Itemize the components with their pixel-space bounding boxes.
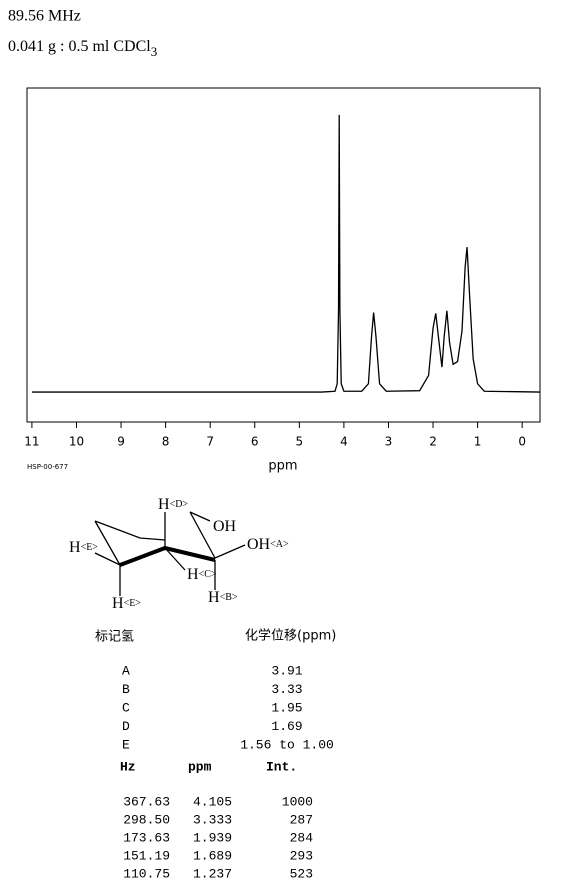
x-tick-label: 5 (296, 435, 304, 449)
table-cell: A (122, 663, 130, 678)
atom: H (208, 589, 220, 606)
atom-tag: <D> (170, 499, 189, 510)
table-cell: 1.95 (271, 700, 302, 715)
table-cell: 3.91 (271, 663, 302, 678)
table-cell: 1.237 (193, 866, 232, 881)
atom-label: OH<A> (247, 536, 289, 553)
table-cell: 298.50 (123, 812, 170, 827)
bold-bonds (119, 545, 216, 567)
table-header: ppm (188, 759, 212, 774)
table-header: 化学位移(ppm) (245, 628, 336, 644)
x-tick-label: 7 (206, 435, 214, 449)
bonds (94, 511, 246, 596)
sample-text: 0.041 g : 0.5 ml CDCl (8, 38, 151, 55)
atom: OH (247, 536, 271, 553)
table-cell: 151.19 (123, 848, 170, 863)
atom: H (158, 496, 170, 513)
table-cell: 293 (290, 848, 313, 863)
table-cell: 173.63 (123, 830, 170, 845)
atom-tag: <B> (220, 592, 238, 603)
x-tick-label: 1 (474, 435, 482, 449)
spectrum-code: HSP-00-677 (27, 463, 68, 471)
atom: H (69, 539, 81, 556)
atom-label: OH (213, 518, 237, 535)
x-tick-label: 0 (518, 435, 526, 449)
table-header: 标记氢 (95, 630, 134, 645)
x-tick-label: 6 (251, 435, 259, 449)
table-cell: 287 (290, 812, 313, 827)
table-cell: 3.33 (271, 682, 302, 697)
table-cell: 3.333 (193, 812, 232, 827)
x-tick-label: 2 (429, 435, 437, 449)
table-cell: C (122, 700, 130, 715)
table-cell: 1000 (282, 794, 313, 809)
table-cell: 1.939 (193, 830, 232, 845)
atom-tag: <A> (270, 539, 289, 550)
table-cell: 1.69 (271, 719, 302, 734)
table-cell: 523 (290, 866, 313, 881)
structure (94, 511, 246, 596)
table-cell: B (122, 682, 130, 697)
table-header: Int. (266, 759, 297, 774)
spectrum-line (31, 114, 541, 393)
x-tick-label: 3 (385, 435, 393, 449)
x-tick-label: 8 (162, 435, 170, 449)
x-tick-label: 4 (340, 435, 348, 449)
atom: H (187, 566, 199, 583)
table-cell: 367.63 (123, 794, 170, 809)
x-tick-label: 11 (24, 435, 39, 449)
atom-label: H<E> (69, 539, 98, 556)
table-cell: D (122, 719, 130, 734)
atom-label: H<B> (208, 589, 238, 606)
sample-subscript: 3 (151, 44, 158, 59)
x-tick-label: 9 (117, 435, 125, 449)
table-cell: 1.56 to 1.00 (240, 737, 334, 752)
frequency: 89.56 MHz (8, 8, 81, 25)
table-cell: 4.105 (193, 794, 232, 809)
table-cell: 110.75 (123, 866, 170, 881)
x-tick-label: 10 (69, 435, 84, 449)
table-cell: 1.689 (193, 848, 232, 863)
x-axis-label: ppm (268, 459, 297, 474)
table-header: Hz (120, 759, 136, 774)
table-cell: E (122, 737, 130, 752)
atom-tag: <E> (81, 542, 99, 553)
atom: OH (213, 518, 237, 535)
atom-tag: <E> (124, 598, 142, 609)
sample: 0.041 g : 0.5 ml CDCl3 (8, 38, 157, 59)
table-cell: 284 (290, 830, 314, 845)
atom-label: H<C> (187, 566, 217, 583)
plot-frame (26, 87, 541, 423)
atom: H (112, 595, 124, 612)
atom-label: H<E> (112, 595, 141, 612)
atom-tag: <C> (199, 569, 217, 580)
atom-label: H<D> (158, 496, 188, 513)
